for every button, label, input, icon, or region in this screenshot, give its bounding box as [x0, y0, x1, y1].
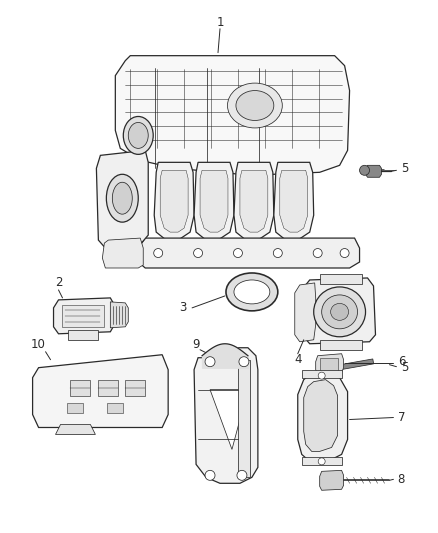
Circle shape — [360, 165, 370, 175]
Bar — [99, 379, 118, 395]
Polygon shape — [304, 379, 338, 451]
Polygon shape — [56, 424, 95, 434]
Bar — [107, 402, 124, 413]
Text: 8: 8 — [398, 473, 405, 486]
Polygon shape — [115, 55, 350, 175]
Polygon shape — [316, 354, 343, 375]
Polygon shape — [210, 390, 248, 449]
Polygon shape — [302, 278, 375, 344]
Circle shape — [194, 248, 202, 257]
Circle shape — [318, 372, 325, 379]
Bar — [63, 305, 104, 327]
Polygon shape — [234, 163, 274, 240]
Polygon shape — [366, 165, 381, 177]
Bar — [320, 340, 361, 350]
Polygon shape — [102, 238, 143, 268]
Circle shape — [318, 458, 325, 465]
Bar — [302, 457, 342, 465]
Circle shape — [239, 357, 249, 367]
Ellipse shape — [112, 182, 132, 214]
Text: 7: 7 — [398, 411, 405, 424]
Text: 10: 10 — [31, 338, 46, 351]
Polygon shape — [200, 171, 228, 232]
Polygon shape — [336, 359, 374, 370]
Ellipse shape — [106, 174, 138, 222]
Text: 9: 9 — [192, 338, 200, 351]
Bar — [320, 274, 361, 284]
Ellipse shape — [236, 91, 274, 120]
Polygon shape — [274, 163, 314, 240]
Ellipse shape — [226, 273, 278, 311]
Ellipse shape — [331, 303, 349, 320]
Circle shape — [205, 470, 215, 480]
Polygon shape — [280, 171, 308, 232]
Polygon shape — [138, 238, 360, 268]
Circle shape — [233, 248, 242, 257]
Polygon shape — [194, 163, 234, 240]
Polygon shape — [194, 348, 258, 483]
Bar — [238, 360, 250, 478]
Text: 1: 1 — [216, 17, 224, 29]
Text: 6: 6 — [398, 355, 405, 368]
Polygon shape — [110, 302, 128, 328]
Text: 5: 5 — [401, 162, 408, 175]
Bar — [68, 330, 99, 340]
Text: 2: 2 — [55, 277, 62, 289]
Polygon shape — [32, 355, 168, 427]
Polygon shape — [96, 150, 148, 248]
Circle shape — [313, 248, 322, 257]
Polygon shape — [298, 372, 348, 462]
Circle shape — [237, 470, 247, 480]
Circle shape — [340, 248, 349, 257]
Polygon shape — [154, 163, 194, 240]
Ellipse shape — [234, 280, 270, 304]
Ellipse shape — [128, 123, 148, 148]
Polygon shape — [295, 283, 316, 342]
Text: 4: 4 — [294, 353, 301, 366]
Ellipse shape — [321, 295, 357, 329]
Bar — [71, 379, 90, 395]
Bar — [320, 358, 338, 370]
Ellipse shape — [124, 117, 153, 155]
Polygon shape — [320, 470, 343, 490]
Ellipse shape — [314, 287, 366, 337]
Text: 3: 3 — [180, 301, 187, 314]
Ellipse shape — [227, 83, 283, 128]
Polygon shape — [240, 171, 268, 232]
Circle shape — [205, 357, 215, 367]
Bar — [125, 379, 145, 395]
Polygon shape — [160, 171, 188, 232]
Circle shape — [273, 248, 283, 257]
Text: 5: 5 — [401, 361, 408, 374]
Polygon shape — [53, 298, 114, 334]
Bar — [67, 402, 83, 413]
Bar — [302, 370, 342, 378]
Circle shape — [154, 248, 162, 257]
